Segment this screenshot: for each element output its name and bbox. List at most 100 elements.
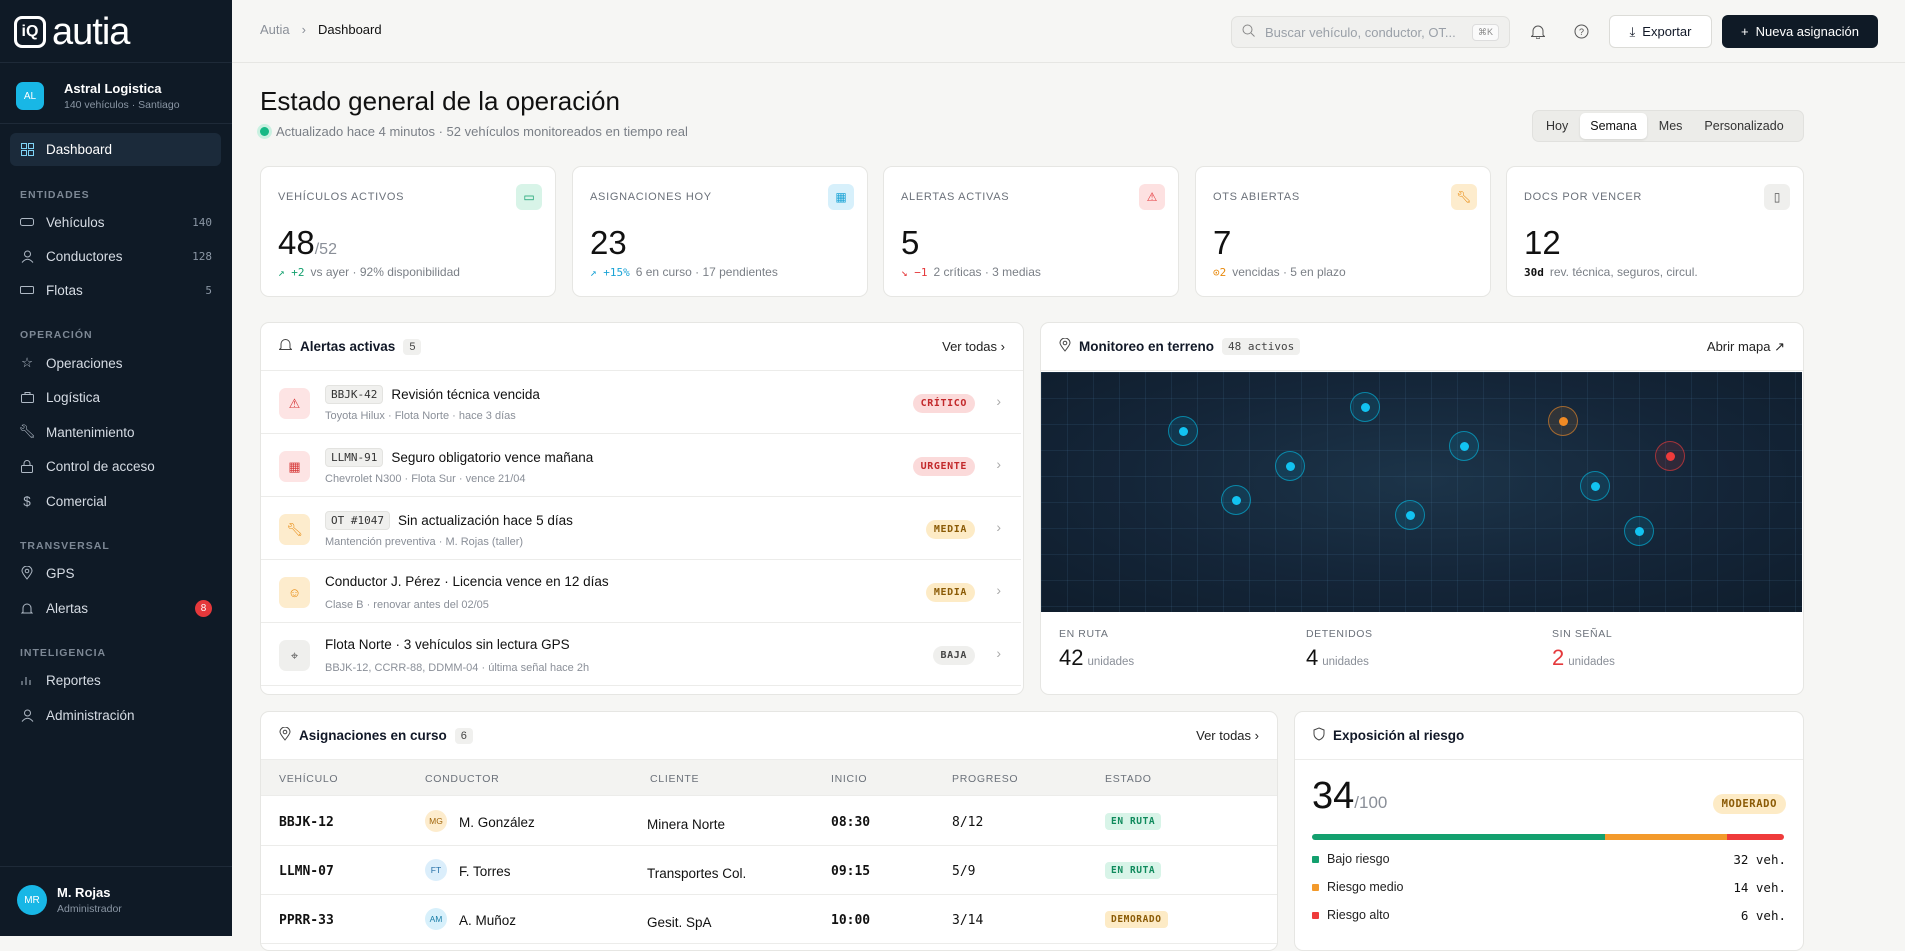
kpi-footer: 30d rev. técnica, seguros, circul. xyxy=(1524,265,1698,279)
pin-icon xyxy=(279,726,291,744)
alert-subtitle: Toyota Hilux · Flota Norte · hace 3 días xyxy=(325,410,516,422)
sidebar-item-alertas[interactable]: Alertas 8 xyxy=(20,597,212,619)
chart-icon xyxy=(20,673,34,687)
open-map-link[interactable]: Abrir mapa ↗ xyxy=(1706,338,1785,354)
col-vehiculo[interactable]: VEHÍCULO xyxy=(279,773,339,785)
sidebar-item-dashboard[interactable]: Dashboard xyxy=(10,133,221,166)
kpi-card[interactable]: DOCS POR VENCER ▯ 12 30d rev. técnica, segur… xyxy=(1506,166,1804,297)
help-icon[interactable]: ? xyxy=(1572,22,1590,40)
range-semana[interactable]: Semana xyxy=(1580,113,1647,139)
shield-icon xyxy=(1313,727,1325,744)
sidebar-item-logistica[interactable]: Logística xyxy=(20,386,212,408)
sidebar-item-reportes[interactable]: Reportes xyxy=(20,669,212,691)
range-personalizado[interactable]: Personalizado xyxy=(1704,119,1784,133)
alerts-view-all-link[interactable]: Ver todas › xyxy=(942,339,1005,354)
kpi-number: 48 xyxy=(278,224,315,261)
kpi-card[interactable]: OTS ABIERTAS 🔧︎ 7 ⊙2 vencidas · 5 en plazo xyxy=(1195,166,1491,297)
bell-icon[interactable] xyxy=(1529,22,1547,40)
monitor-panel: Monitoreo en terreno 48 activos Abrir ma… xyxy=(1040,322,1804,695)
range-hoy[interactable]: Hoy xyxy=(1546,119,1569,133)
kpi-footer: ↘ −1 2 críticas · 3 medias xyxy=(901,265,1041,279)
sidebar-item-administracion[interactable]: Administración xyxy=(20,704,212,726)
brand-logo[interactable]: iQ autia xyxy=(14,13,130,51)
calendar-icon: ▦ xyxy=(828,184,854,210)
search-placeholder: Buscar vehículo, conductor, OT... xyxy=(1265,24,1456,40)
kpi-card[interactable]: ASIGNACIONES HOY ▦ 23 ↗ +15% 6 en curso · 17… xyxy=(572,166,868,297)
alert-subtitle: Mantención preventiva · M. Rojas (taller… xyxy=(325,536,524,548)
vehicle-marker[interactable] xyxy=(1449,431,1479,461)
cell-progress: 3/14 xyxy=(952,913,984,928)
alert-item[interactable]: ☺ Conductor J. Pérez · Licencia vence en … xyxy=(261,560,1021,623)
stat-unit: unidades xyxy=(1568,656,1615,668)
chevron-right-icon: › xyxy=(996,582,1001,598)
user-name: M. Rojas xyxy=(57,885,111,900)
alert-item[interactable]: ▦ LLMN-91 Seguro obligatorio vence mañana C… xyxy=(261,434,1021,497)
assignments-view-all-link[interactable]: Ver todas › xyxy=(1196,728,1259,743)
sidebar-item-mantenimiento[interactable]: 🔧︎ Mantenimiento xyxy=(18,421,212,443)
vehicle-marker[interactable] xyxy=(1221,485,1251,515)
sidebar-item-flotas[interactable]: Flotas 5 xyxy=(20,279,212,301)
col-inicio[interactable]: INICIO xyxy=(831,773,868,785)
sidebar-item-comercial[interactable]: $ Comercial xyxy=(20,490,212,512)
vehicle-marker[interactable] xyxy=(1395,500,1425,530)
wrench-icon: 🔧︎ xyxy=(1451,184,1477,210)
kpi-card[interactable]: VEHÍCULOS ACTIVOS ▭ 48/52 ↗ +2 vs ayer · 92%… xyxy=(260,166,556,297)
bell-icon xyxy=(20,601,34,615)
breadcrumb-root[interactable]: Autia xyxy=(260,22,290,37)
stat-value: 4 xyxy=(1306,645,1319,670)
item-count: 5 xyxy=(205,283,212,297)
sidebar-item-gps[interactable]: GPS xyxy=(20,562,212,584)
org-switcher[interactable]: AL Astral Logistica 140 vehículos · Sant… xyxy=(0,62,232,124)
vehicle-marker[interactable] xyxy=(1275,451,1305,481)
export-button[interactable]: ⤓ Exportar xyxy=(1609,15,1712,48)
col-cliente[interactable]: CLIENTE xyxy=(650,773,700,785)
table-row[interactable]: PPRR-33 AM A. Muñoz Gesit. SpA 10:00 3/14 DEMO… xyxy=(261,895,1277,944)
vehicle-marker[interactable] xyxy=(1168,416,1198,446)
chevron-right-icon: › xyxy=(996,393,1001,409)
range-mes[interactable]: Mes xyxy=(1658,119,1683,133)
user-icon xyxy=(20,708,34,722)
new-assignment-button[interactable]: + Nueva asignación xyxy=(1722,15,1878,48)
table-row[interactable]: BBJK-12 MG M. González Minera Norte 08:30 8/1… xyxy=(261,797,1277,846)
risk-legend-item: Bajo riesgo xyxy=(1312,852,1390,866)
cell-driver: F. Torres xyxy=(459,864,511,879)
monitor-title: Monitoreo en terreno xyxy=(1079,339,1215,354)
new-assignment-label: Nueva asignación xyxy=(1755,24,1859,39)
alert-title: Sin actualización hace 5 días xyxy=(397,513,573,528)
sidebar-item-operaciones[interactable]: ☆ Operaciones xyxy=(20,352,212,374)
kpi-number: 7 xyxy=(1213,224,1232,261)
sidebar-item-vehiculos[interactable]: Vehículos 140 xyxy=(20,211,212,233)
col-conductor[interactable]: CONDUCTOR xyxy=(425,773,500,785)
vehicle-marker[interactable] xyxy=(1580,471,1610,501)
vehicle-marker[interactable] xyxy=(1350,392,1380,422)
alert-item[interactable]: 🔧︎ OT #1047 Sin actualización hace 5 días M… xyxy=(261,497,1021,560)
fleet-map[interactable] xyxy=(1041,372,1802,612)
search-input[interactable]: Buscar vehículo, conductor, OT... ⌘K xyxy=(1231,16,1510,48)
avatar: MR xyxy=(17,885,47,915)
kpi-card[interactable]: ALERTAS ACTIVAS ⚠ 5 ↘ −1 2 críticas · 3 medi… xyxy=(883,166,1179,297)
col-progreso[interactable]: PROGRESO xyxy=(952,773,1019,785)
risk-segment xyxy=(1604,834,1728,840)
vehicle-marker[interactable] xyxy=(1624,516,1654,546)
risk-title: Exposición al riesgo xyxy=(1333,728,1465,743)
vehicle-marker-no-signal[interactable] xyxy=(1655,441,1685,471)
col-estado[interactable]: ESTADO xyxy=(1105,773,1152,785)
section-entidades: ENTIDADES xyxy=(20,189,90,201)
vehicle-marker-stopped[interactable] xyxy=(1548,406,1578,436)
sidebar-item-label: Alertas xyxy=(46,600,89,616)
org-name: Astral Logistica xyxy=(64,81,162,96)
kpi-value: 23 xyxy=(590,224,627,262)
alerts-title: Alertas activas xyxy=(300,339,396,354)
stat-unit: unidades xyxy=(1087,656,1135,668)
table-row[interactable]: LLMN-07 FT F. Torres Transportes Col. 09:15 5… xyxy=(261,846,1277,895)
sidebar-item-conductores[interactable]: Conductores 128 xyxy=(20,245,212,267)
section-inteligencia: INTELIGENCIA xyxy=(20,647,107,659)
kpi-label: OTS ABIERTAS xyxy=(1213,191,1300,203)
cell-vehicle: BBJK-12 xyxy=(279,815,334,830)
alert-item[interactable]: ⚠ BBJK-42 Revisión técnica vencida Toyota H… xyxy=(261,371,1021,434)
svg-text:?: ? xyxy=(1578,27,1583,37)
map-grid xyxy=(1041,372,1802,612)
user-menu[interactable]: MR M. Rojas Administrador xyxy=(0,866,232,936)
alert-item[interactable]: ⌖ Flota Norte · 3 vehículos sin lectura G… xyxy=(261,623,1021,686)
sidebar-item-control-acceso[interactable]: Control de acceso xyxy=(20,455,212,477)
